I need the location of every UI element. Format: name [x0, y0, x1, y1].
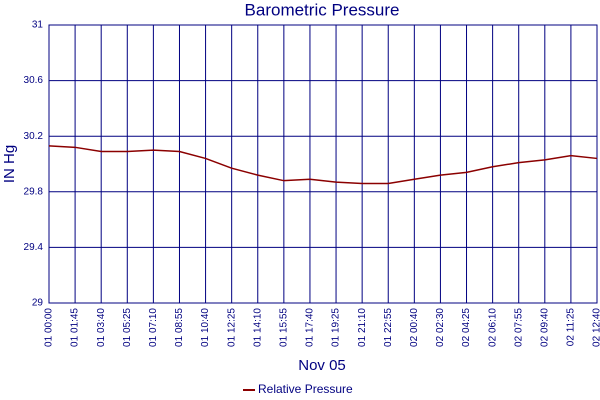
x-tick-label: 01 00:00 — [44, 308, 55, 347]
x-tick-label: 01 17:40 — [305, 308, 316, 347]
x-tick-label: 02 02:30 — [435, 308, 446, 347]
x-tick-label: 01 14:10 — [252, 308, 263, 347]
x-tick-label: 02 04:25 — [461, 308, 472, 347]
x-tick-label: 02 12:40 — [592, 308, 600, 347]
x-tick-label: 01 03:40 — [96, 308, 107, 347]
y-tick-label: 31 — [32, 20, 44, 31]
x-tick-label: 01 21:10 — [357, 308, 368, 347]
x-tick-label: 01 15:55 — [278, 308, 289, 347]
x-tick-label: 01 08:55 — [174, 308, 185, 347]
x-tick-label: 02 00:40 — [409, 308, 420, 347]
x-tick-label: 01 05:25 — [122, 308, 133, 347]
y-tick-label: 30.2 — [24, 131, 44, 142]
x-tick-label: 02 11:25 — [566, 308, 577, 347]
y-axis-label: IN Hg — [1, 145, 18, 183]
y-tick-label: 29 — [32, 298, 44, 309]
plot-border — [48, 24, 598, 304]
x-tick-label: 01 10:40 — [200, 308, 211, 347]
y-tick-label: 29.4 — [24, 242, 44, 253]
data-line — [48, 145, 598, 185]
x-tick-label: 01 01:45 — [70, 308, 81, 347]
y-tick-label: 30.6 — [24, 75, 44, 86]
y-tick-label: 29.8 — [24, 186, 44, 197]
x-tick-label: 01 19:25 — [331, 308, 342, 347]
x-tick-label: 01 07:10 — [148, 308, 159, 347]
legend-label: Relative Pressure — [258, 382, 353, 396]
x-axis-label: Nov 05 — [298, 357, 346, 374]
x-tick-label: 01 12:25 — [226, 308, 237, 347]
x-tick-label: 01 22:55 — [383, 308, 394, 347]
x-tick-label: 02 06:10 — [487, 308, 498, 347]
chart-title: Barometric Pressure — [245, 0, 400, 19]
x-tick-label: 02 07:55 — [513, 308, 524, 347]
x-tick-label: 02 09:40 — [539, 308, 550, 347]
